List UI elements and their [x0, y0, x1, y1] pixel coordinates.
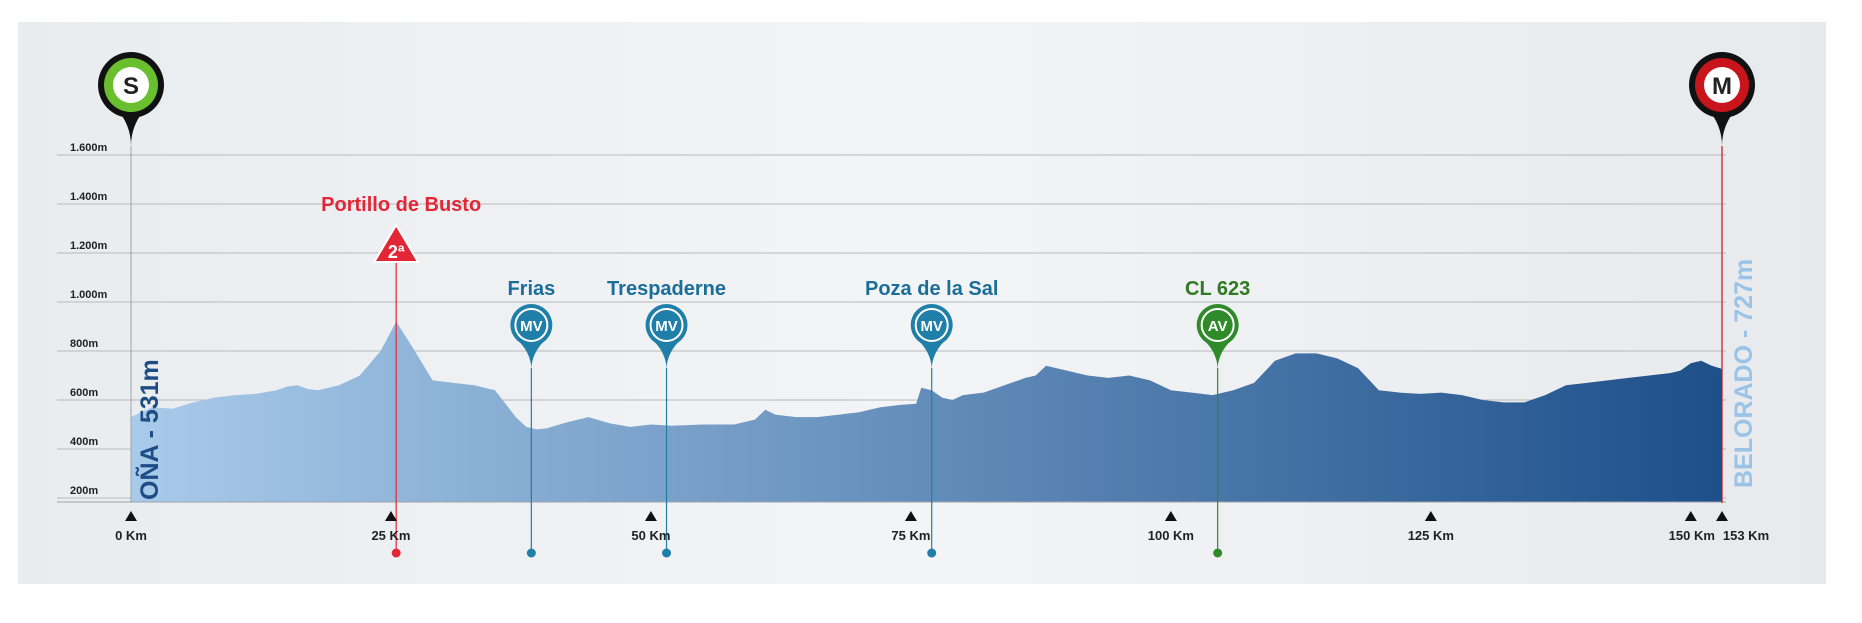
x-tick-label-100: 100 Km [1148, 528, 1194, 543]
endpoint-layer: S M OÑA - 531m BELORADO - 727m [98, 52, 1758, 503]
x-tick-triangle-150 [1684, 511, 1697, 521]
mv-map-pin-icon: MV [645, 304, 688, 370]
pin-tail [915, 338, 948, 370]
marker-portillo-de-busto: Portillo de Busto 2ª [321, 194, 481, 558]
pin-badge: MV [655, 318, 678, 335]
start-location-label: OÑA - 531m [134, 359, 164, 500]
pin-head [510, 304, 553, 346]
mv-map-pin-icon: MV [910, 304, 953, 370]
x-tick-triangle-75 [904, 511, 917, 521]
marker-name-label: Frias [507, 278, 555, 300]
pin-tail [1201, 338, 1234, 370]
x-tick-label-50: 50 Km [631, 528, 670, 543]
x-tick-triangle-50 [644, 511, 657, 521]
marker-name-label: CL 623 [1185, 278, 1250, 300]
marker-dot [662, 548, 672, 558]
x-tick-label-0: 0 Km [115, 528, 147, 543]
y-tick-label-200: 200m [70, 485, 98, 497]
pin-head [645, 304, 688, 346]
marker-dot [526, 548, 536, 558]
climb-dot [391, 548, 401, 558]
x-tick-label-25: 25 Km [371, 528, 410, 543]
pin-badge: M [1712, 73, 1732, 100]
av-map-pin-icon: AV [1196, 304, 1239, 370]
x-tick-triangle-0 [125, 511, 137, 521]
y-tick-label-1400: 1.400m [70, 191, 108, 203]
marker-cl-623: CL 623 AV [1185, 278, 1250, 558]
climb-name-label: Portillo de Busto [321, 194, 481, 216]
x-tick-label-125: 125 Km [1408, 528, 1454, 543]
profile-area-layer [57, 321, 1726, 503]
pin-ring [914, 308, 949, 342]
pin-inner [1704, 67, 1740, 103]
marker-name-label: Poza de la Sal [865, 278, 998, 300]
y-tick-label-800: 800m [70, 338, 98, 350]
pin-ring [649, 308, 684, 342]
pin-badge: MV [520, 318, 543, 335]
y-tick-label-1600: 1.600m [70, 142, 108, 154]
y-tick-label-400: 400m [70, 436, 98, 448]
pin-badge: S [123, 73, 139, 100]
x-axis-layer: 0 Km 25 Km 50 Km 75 Km 100 Km 125 Km 150 Km 153… [115, 511, 1769, 543]
climb-category-2-icon: 2ª [373, 224, 420, 263]
marker-name-label: Trespaderne [607, 278, 726, 300]
x-tick-label-150: 150 Km [1669, 528, 1715, 543]
green-map-pin-icon: S [98, 52, 164, 146]
pin-tail [650, 338, 683, 370]
pin-inner [113, 67, 149, 103]
x-tick-label-153: 153 Km [1723, 528, 1769, 543]
y-tick-label-1000: 1.000m [70, 289, 108, 301]
pin-tail [515, 338, 548, 370]
marker-layer: Portillo de Busto2ªFriasMVTrespaderneMVP… [321, 194, 1250, 558]
pin-badge: MV [920, 318, 943, 335]
finish-location-label: BELORADO - 727m [1730, 259, 1758, 488]
pin-badge: AV [1208, 318, 1228, 335]
x-tick-triangle-100 [1164, 511, 1177, 521]
red-map-pin-icon: M [1689, 52, 1755, 146]
elevation-profile-area [131, 321, 1722, 502]
pin-head [1196, 304, 1239, 346]
climb-category-badge: 2ª [388, 242, 405, 262]
pin-head [910, 304, 953, 346]
marker-trespaderne: Trespaderne MV [607, 278, 726, 558]
marker-dot [1213, 548, 1223, 558]
y-tick-label-600: 600m [70, 387, 98, 399]
x-tick-triangle-25 [384, 511, 397, 521]
marker-dot [927, 548, 937, 558]
marker-poza-de-la-sal: Poza de la Sal MV [865, 278, 998, 558]
x-tick-label-75: 75 Km [891, 528, 930, 543]
y-tick-label-1200: 1.200m [70, 240, 108, 252]
x-tick-triangle-125 [1424, 511, 1437, 521]
x-tick-triangle-153 [1716, 511, 1728, 521]
marker-frias: Frias MV [507, 278, 555, 558]
pin-ring [514, 308, 549, 342]
mv-map-pin-icon: MV [510, 304, 553, 370]
climb-triangle [373, 224, 420, 263]
pin-ring [1200, 308, 1235, 342]
